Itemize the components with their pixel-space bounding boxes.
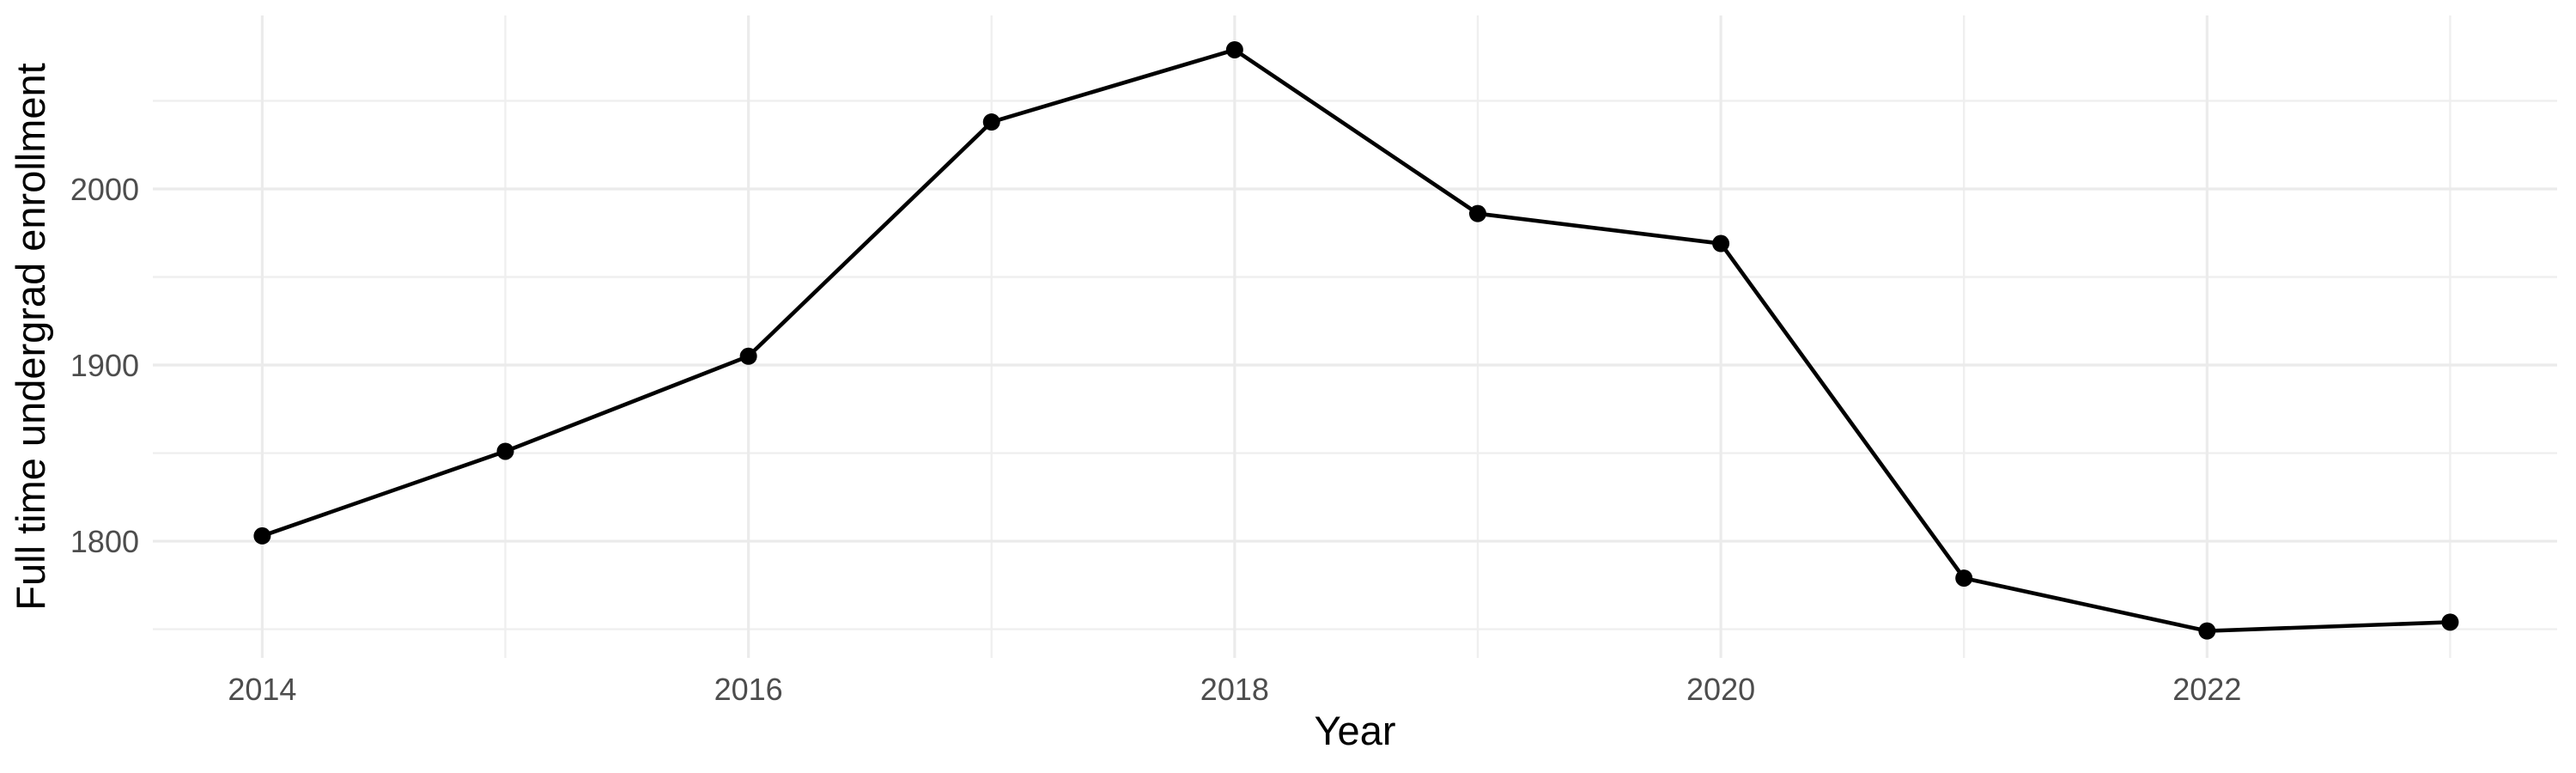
major-gridlines	[153, 15, 2557, 658]
x-tick-label-2016: 2016	[714, 672, 783, 707]
x-tick-label-2020: 2020	[1686, 672, 1755, 707]
x-axis-tick-labels: 2014 2016 2018 2020 2022	[228, 672, 2241, 707]
y-tick-label-2000: 2000	[70, 172, 139, 207]
data-point-2023	[2441, 613, 2459, 631]
x-tick-label-2022: 2022	[2172, 672, 2241, 707]
data-point-2017	[982, 113, 1000, 131]
enrollment-line	[260, 47, 2452, 633]
x-tick-label-2018: 2018	[1200, 672, 1269, 707]
x-tick-label-2014: 2014	[228, 672, 296, 707]
y-axis-tick-labels: 1800 1900 2000	[70, 172, 139, 559]
data-point-2015	[496, 442, 514, 460]
y-axis-title: Full time undergrad enrollment	[8, 63, 53, 610]
line-series	[253, 40, 2459, 640]
y-tick-label-1900: 1900	[70, 348, 139, 383]
data-point-2022	[2198, 622, 2216, 640]
x-axis-title: Year	[1315, 708, 1396, 753]
data-point-2021	[1955, 569, 1973, 587]
minor-gridlines	[153, 15, 2557, 658]
data-point-2020	[1712, 234, 1730, 253]
data-point-2018	[1225, 40, 1243, 58]
data-point-2016	[739, 347, 757, 365]
y-tick-label-1800: 1800	[70, 524, 139, 559]
data-point-2019	[1468, 204, 1486, 222]
data-point-2014	[253, 526, 271, 545]
